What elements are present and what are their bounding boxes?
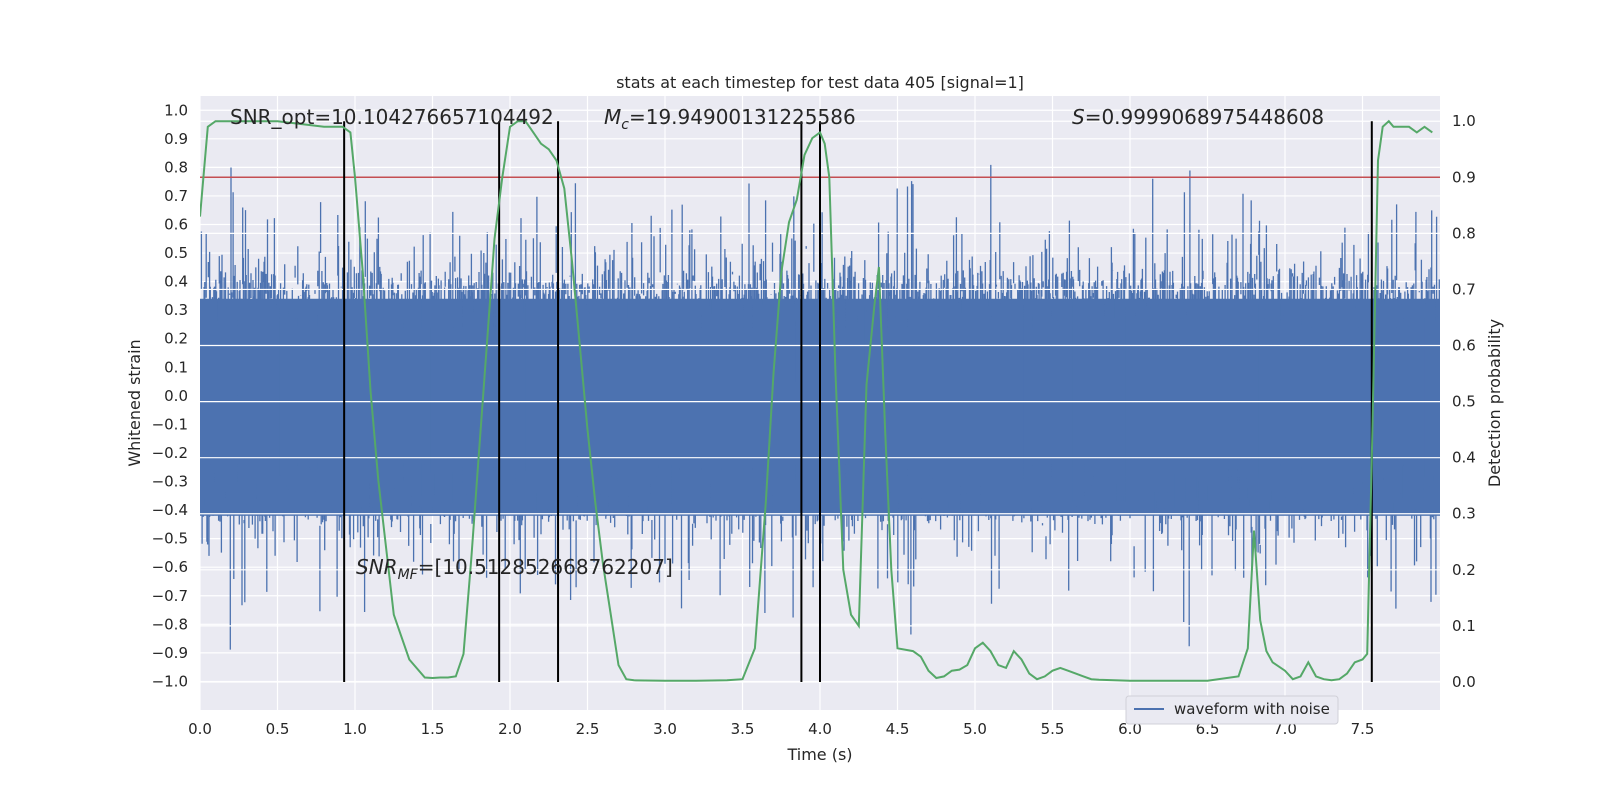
x-axis-label: Time (s)	[786, 745, 852, 764]
x-tick-3: 1.5	[421, 720, 445, 738]
x-tick-0: 0.0	[188, 720, 212, 738]
y-right-axis-label: Detection probability	[1485, 319, 1504, 487]
y-right-tick-8: 0.2	[1452, 561, 1476, 579]
chirp-mass-value: =19.94900131225586	[629, 105, 856, 129]
y-left-tick-16: −0.6	[152, 558, 188, 576]
y-left-tick-0: 1.0	[164, 101, 188, 119]
y-right-tick-10: 0.0	[1452, 673, 1476, 691]
y-right-tick-1: 0.9	[1452, 168, 1476, 186]
y-right-tick-3: 0.7	[1452, 280, 1476, 298]
legend-label-waveform: waveform with noise	[1174, 700, 1330, 718]
y-left-tick-8: 0.2	[164, 330, 188, 348]
vertical-marker-lines	[343, 121, 1373, 682]
y-left-tick-4: 0.6	[164, 216, 188, 234]
noise-trace	[200, 164, 1440, 650]
y-left-tick-17: −0.7	[152, 587, 188, 605]
chart-title: stats at each timestep for test data 405…	[616, 73, 1024, 92]
x-tick-8: 4.0	[808, 720, 832, 738]
legend: waveform with noise	[1125, 695, 1339, 725]
y-right-tick-9: 0.1	[1452, 617, 1476, 635]
y-right-tick-0: 1.0	[1452, 112, 1476, 130]
y-left-tick-9: 0.1	[164, 358, 188, 376]
y-left-tick-20: −1.0	[152, 672, 188, 690]
snr-mf-annotation: SNRMF=[10.512852668762207]	[356, 555, 673, 583]
y-left-tick-labels: 1.0 0.9 0.8 0.7 0.6 0.5 0.4 0.3 0.2 0.1 0.0 −0.1 −0.…	[152, 101, 188, 690]
x-tick-6: 3.0	[653, 720, 677, 738]
chirp-mass-symbol: M	[604, 105, 621, 129]
chirp-mass-subscript: c	[621, 117, 629, 133]
y-left-tick-10: 0.0	[164, 387, 188, 405]
y-left-tick-18: −0.8	[152, 615, 188, 633]
y-right-tick-2: 0.8	[1452, 224, 1476, 242]
y-right-tick-7: 0.3	[1452, 505, 1476, 523]
snr-opt-annotation: SNR_opt=10.104276657104492	[230, 105, 554, 129]
y-left-tick-19: −0.9	[152, 644, 188, 662]
y-left-tick-2: 0.8	[164, 158, 188, 176]
y-right-tick-labels: 1.0 0.9 0.8 0.7 0.6 0.5 0.4 0.3 0.2 0.1 0.0	[1452, 112, 1476, 691]
snr-mf-subscript: MF	[398, 567, 419, 583]
x-tick-4: 2.0	[498, 720, 522, 738]
x-tick-9: 4.5	[886, 720, 910, 738]
score-value: =0.9999068975448608	[1085, 105, 1324, 129]
score-symbol: S	[1072, 105, 1085, 129]
y-right-tick-5: 0.5	[1452, 393, 1476, 411]
y-left-tick-15: −0.5	[152, 530, 188, 548]
y-left-tick-6: 0.4	[164, 273, 188, 291]
y-left-axis-label: Whitened strain	[125, 339, 144, 466]
y-left-tick-7: 0.3	[164, 301, 188, 319]
detection-probability-series	[200, 119, 1433, 682]
snr-mf-symbol: SNR	[356, 555, 398, 579]
y-left-tick-3: 0.7	[164, 187, 188, 205]
probability-line	[200, 119, 1433, 682]
y-left-tick-12: −0.2	[152, 444, 188, 462]
y-left-tick-1: 0.9	[164, 130, 188, 148]
x-tick-15: 7.5	[1351, 720, 1375, 738]
chirp-mass-annotation: Mc=19.94900131225586	[604, 105, 856, 133]
y-right-tick-4: 0.6	[1452, 337, 1476, 355]
x-tick-1: 0.5	[266, 720, 290, 738]
x-tick-11: 5.5	[1041, 720, 1065, 738]
x-tick-7: 3.5	[731, 720, 755, 738]
y-left-tick-11: −0.1	[152, 415, 188, 433]
x-tick-5: 2.5	[576, 720, 600, 738]
y-left-tick-5: 0.5	[164, 244, 188, 262]
snr-mf-value: =[10.512852668762207]	[418, 555, 673, 579]
legend-box	[1125, 695, 1339, 725]
y-left-tick-14: −0.4	[152, 501, 188, 519]
x-tick-10: 5.0	[963, 720, 987, 738]
y-right-tick-6: 0.4	[1452, 449, 1476, 467]
x-tick-2: 1.0	[343, 720, 367, 738]
y-left-tick-13: −0.3	[152, 473, 188, 491]
score-annotation: S=0.9999068975448608	[1072, 105, 1324, 129]
